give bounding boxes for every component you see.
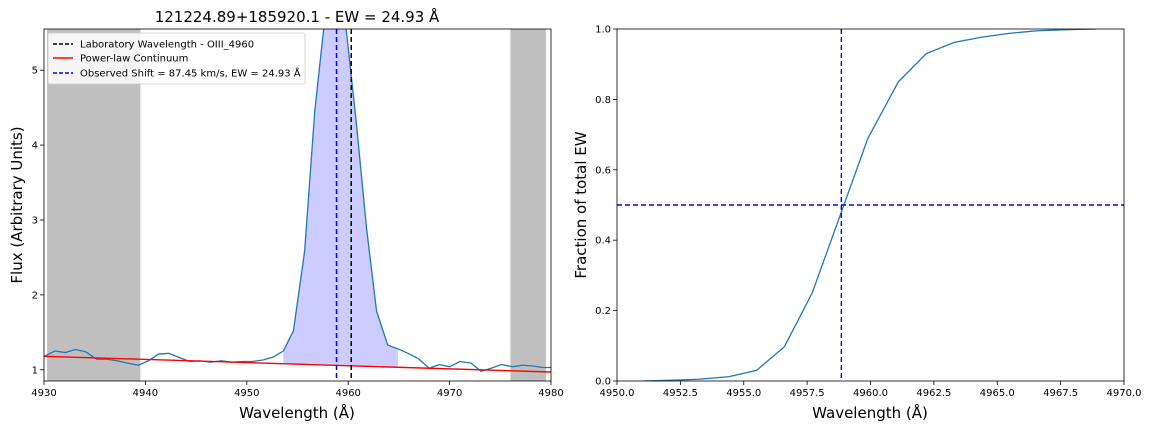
x-tick-label: 4950.0 bbox=[600, 388, 635, 399]
y-axis-ticks: 1 2 3 4 5 bbox=[32, 66, 44, 376]
y-axis-label: Fraction of total EW bbox=[572, 131, 590, 278]
x-tick-label: 4940 bbox=[133, 388, 158, 399]
fit-region-shade bbox=[510, 29, 546, 381]
x-tick-label: 4950 bbox=[234, 388, 259, 399]
x-axis-label: Wavelength (Å) bbox=[239, 403, 355, 422]
legend: Laboratory Wavelength - OIII_4960 Power-… bbox=[47, 32, 306, 85]
x-tick-label: 4960 bbox=[335, 388, 360, 399]
x-tick-label: 4955.0 bbox=[726, 388, 761, 399]
y-tick-label: 2 bbox=[32, 290, 38, 301]
x-axis-ticks: 4930 4940 4950 4960 4970 4980 bbox=[31, 381, 564, 399]
y-tick-label: 0.2 bbox=[595, 306, 611, 317]
x-tick-label: 4967.5 bbox=[1043, 388, 1078, 399]
chart-title: 121224.89+185920.1 - EW = 24.93 Å bbox=[155, 7, 440, 26]
x-tick-label: 4962.5 bbox=[916, 388, 951, 399]
fit-region-shade bbox=[47, 29, 141, 381]
emission-line-fill bbox=[283, 29, 398, 368]
x-tick-label: 4980 bbox=[538, 388, 563, 399]
x-tick-label: 4965.0 bbox=[980, 388, 1015, 399]
x-tick-label: 4970 bbox=[437, 388, 462, 399]
reference-lines bbox=[335, 29, 352, 381]
y-tick-label: 0.6 bbox=[595, 165, 611, 176]
legend-box bbox=[47, 32, 306, 85]
x-axis-label: Wavelength (Å) bbox=[812, 403, 928, 422]
x-tick-label: 4960.0 bbox=[853, 388, 888, 399]
y-tick-label: 0.4 bbox=[595, 236, 611, 247]
y-tick-label: 0.0 bbox=[595, 377, 611, 388]
x-axis-ticks: 4950.0 4952.5 4955.0 4957.5 4960.0 4962.5 4965… bbox=[600, 381, 1142, 399]
flux-spectrum-chart: 121224.89+185920.1 - EW = 24.93 Å 4930 49… bbox=[8, 7, 564, 422]
legend-label-lab-wavelength: Laboratory Wavelength - OIII_4960 bbox=[80, 40, 254, 51]
legend-label-continuum: Power-law Continuum bbox=[80, 54, 188, 65]
y-tick-label: 4 bbox=[32, 141, 38, 152]
legend-label-observed-shift: Observed Shift = 87.45 km/s, EW = 24.93 … bbox=[80, 67, 301, 80]
spectrum-line bbox=[44, 29, 551, 372]
y-tick-label: 5 bbox=[32, 66, 38, 77]
x-tick-label: 4952.5 bbox=[663, 388, 698, 399]
continuum-line bbox=[44, 355, 551, 373]
y-tick-label: 1 bbox=[32, 365, 38, 376]
y-axis-label: Flux (Arbitrary Units) bbox=[8, 126, 26, 283]
cumulative-ew-chart: 4950.0 4952.5 4955.0 4957.5 4960.0 4962.5 4965… bbox=[572, 25, 1142, 423]
y-tick-label: 0.8 bbox=[595, 95, 611, 106]
cumulative-ew-line bbox=[642, 29, 1097, 381]
x-tick-label: 4970.0 bbox=[1107, 388, 1142, 399]
x-tick-label: 4930 bbox=[31, 388, 56, 399]
y-tick-label: 3 bbox=[32, 215, 38, 226]
y-tick-label: 1.0 bbox=[595, 25, 611, 36]
continuum-fit-regions bbox=[47, 29, 546, 381]
y-axis-ticks: 0.0 0.2 0.4 0.6 0.8 1.0 bbox=[595, 25, 617, 388]
x-tick-label: 4957.5 bbox=[790, 388, 825, 399]
plot-frame bbox=[43, 28, 552, 382]
